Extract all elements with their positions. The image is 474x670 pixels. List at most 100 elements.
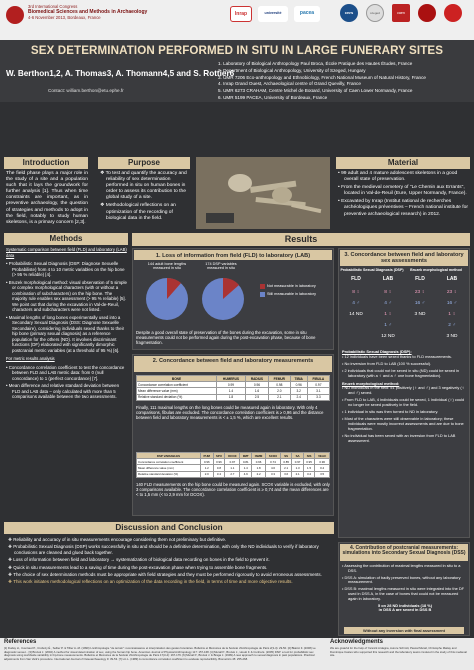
results-3-text: Probabilistic Sexual Diagnosis (DSP): • … [342, 349, 468, 446]
poster-title: SEX DETERMINATION PERFORMED IN SITU IN L… [30, 44, 444, 57]
sex-row: 12 ND 3 ND [381, 334, 458, 339]
legend-not: Not measurable in laboratory [260, 284, 330, 289]
skeleton-photo-icon [196, 157, 330, 229]
bruzek-method-head: Bruzek morphological method [410, 268, 462, 272]
methods-subheading: Systematic comparison between field (FLD… [6, 247, 127, 258]
affiliations: 1. Laboratory of Biological Anthropology… [218, 61, 426, 102]
methods-subheading2: For metric results analysis [6, 356, 55, 361]
long-bone-table: BONE HUMERUS RADIUS FEMUR TIBIA FIBULA Concor… [135, 374, 331, 401]
material-list: • 99 adult and 4 mature adolescent skele… [338, 171, 470, 220]
results-1-text: Despite a good overall state of preserva… [136, 330, 316, 346]
pie1-not [167, 277, 181, 299]
logo-bordeaux: université BORDEAUX [258, 6, 288, 22]
purpose-list: ❖ To test and quantify the accuracy and … [100, 171, 190, 224]
logo-szeged: szeged [366, 4, 384, 22]
dsp-variable-table: DSP VARIABLES PUM SPU DCOX IIMT ISMM SCOX SS SA S… [136, 451, 330, 478]
sex-row: 4 ♂ 4 ♂ 16 ♂ 16 ♂ [352, 301, 458, 306]
results-heading: Results [132, 233, 470, 246]
methods-content: Systematic comparison between field (FLD… [6, 247, 128, 402]
methods-item: • Bruzek morphological method: visual ob… [6, 279, 127, 313]
results-2-text1: Finally, 111 maximal lengths on the long… [136, 405, 324, 421]
results-2-text2: 140 FLD measurements on the hip bone cou… [136, 482, 330, 498]
authors: W. Berthon1,2, A. Thomas3, A. Thomann4,5… [6, 69, 235, 78]
sex-method-heads: Probabilistic Sexual Diagnosis (DSP) Bru… [340, 268, 468, 272]
seal-icon [444, 4, 462, 22]
dss-bottom-banner: Without any inversion with final assessm… [344, 627, 464, 634]
purpose-item: ❖ Methodological reflections on an optim… [100, 203, 176, 221]
table-row: Relative standard deviation (%) 2.0 3.4 2.7… [136, 470, 330, 478]
bruzek-result-title: Bruzek morphological method: [342, 380, 400, 386]
table-row: Relative standard deviation (%) 1.8 2.5 2.1… [135, 393, 331, 401]
logo-caen: caen [392, 4, 410, 22]
material-item: • 99 adult and 4 mature adolescent skele… [338, 171, 458, 183]
purpose-item: ❖ To test and quantify the accuracy and … [100, 171, 187, 201]
pie2-label: 174 DSP variables measured in situ [205, 262, 237, 271]
results-2-heading: 2. Concordance between field and laborat… [134, 356, 332, 372]
references-band [0, 638, 474, 670]
references-text: [1] Duday H., Courtaud P., Crubézy É., S… [4, 646, 316, 661]
fld-lab-row: FLD LAB FLD LAB [351, 276, 458, 282]
skeleton-excavation-photo [196, 157, 330, 229]
bruzek-result-item: • ND individuals in the field: 51 positi… [342, 385, 465, 396]
table-header-row: DSP VARIABLES PUM SPU DCOX IIMT ISMM SCOX SS SA S… [136, 451, 330, 460]
dsp-result-item: • 2 individuals that could not be sexed … [342, 367, 460, 378]
methods-item: • Concordance correlation coefficient to… [6, 364, 125, 381]
sex-counts: 8 ♀ 8 ♀ 23 ♀ 23 ♀ 4 ♂ 4 ♂ 16 ♂ 16 ♂ 14 ND 1 ♀ 3 … [340, 290, 468, 345]
dss-item: • DSS A: simulation of badly preserved b… [342, 574, 461, 585]
title-band [0, 40, 474, 102]
dsp-method-head: Probabilistic Sexual Diagnosis (DSP) [340, 268, 404, 272]
conference-line3: 4-6 November 2013, Bordeaux, France [28, 15, 101, 20]
legend-not-swatch [260, 284, 265, 289]
congress-logo-icon [6, 6, 24, 24]
dsp-result-item: • 12 individuals have been sexed thanks … [342, 353, 452, 359]
bruzek-result-item: • From FLD to LAB, 4 individuals could b… [342, 397, 465, 408]
affiliation: 4. Inrap Grand Ouest, Archaeological cen… [218, 81, 361, 87]
discussion-item: ❖ Loss of information between field and … [8, 557, 270, 563]
dsp-result-item: • No inversion from FLD to LAB (100 % su… [342, 360, 432, 366]
bruzek-result-item: • Most of the characters were still obse… [342, 415, 464, 431]
dsp-result-title: Probabilistic Sexual Diagnosis (DSP): [342, 349, 412, 354]
bruzek-result-item: • No individual has been sexed with an i… [342, 432, 456, 443]
references-heading: References [4, 639, 37, 645]
material-heading: Material [336, 157, 470, 169]
discussion-item: ❖ Quick in situ measurements lead to a s… [8, 564, 268, 570]
loss-pie-charts [146, 277, 244, 320]
logo-cnrs: cnrs [340, 4, 358, 22]
results-3-heading: 3. Concordance between field and laborat… [340, 250, 468, 266]
pie1-label: 144 adult bone lengths measured in situ [147, 262, 187, 271]
affiliation: 5. UMR 6273 CRAHAM, Centre Michel de Boü… [218, 88, 413, 94]
affiliation: 2. Department of Biological Anthropology… [218, 67, 366, 73]
dss-item: • DSS B: maximal lengths measured in sit… [342, 586, 465, 601]
dss-result-line2: in DSS A are sexed in DSS B [378, 607, 432, 613]
methods-heading: Methods [4, 233, 128, 245]
pie-legend: Not measurable in laboratory Still measu… [260, 284, 330, 297]
conference-line1: 3rd International Congress [28, 4, 78, 9]
results-4-list: • Assessing the contribution of maximal … [342, 563, 468, 613]
affiliation: 1. Laboratory of Biological Anthropology… [218, 61, 413, 66]
sex-row: 1 ♂ 2 ♂ [384, 323, 456, 328]
discussion-heading: Discussion and Conclusion [4, 522, 334, 534]
sex-row: 8 ♀ 8 ♀ 23 ♀ 23 ♀ [352, 290, 458, 295]
dss-item: • Assessing the contribution of maximal … [342, 563, 461, 573]
discussion-item: ❖ Probabilistic Sexual Diagnosis (DSP) w… [8, 544, 319, 555]
results-4-heading: 4. Contribution of postcranial measureme… [340, 544, 468, 561]
table-row: Mean difference value (mm) 1.2 0.8 1.1 1.4 1.… [136, 464, 330, 472]
logo-pacea: pacea [294, 6, 320, 22]
discussion-item: ❖ Reliability and accuracy of in situ me… [8, 537, 227, 542]
contact: Contact: william.berthon@etu.ephe.fr [48, 88, 124, 93]
sex-row: 14 ND 1 ♀ 3 ND 1 ♀ [349, 312, 456, 317]
introduction-heading: Introduction [4, 157, 88, 169]
legend-still: Still measurable in laboratory [260, 292, 330, 297]
logo-inrap: Inrap [230, 6, 252, 22]
results-section-3 [338, 248, 470, 538]
introduction-text: The field phase plays a major role in th… [6, 171, 88, 225]
sex-assessment-table: Probabilistic Sexual Diagnosis (DSP) Bru… [340, 268, 468, 282]
crest-icon [418, 4, 436, 22]
affiliation: 6. UMR 5199 PACEA, University of Bordeau… [218, 94, 328, 100]
conference-info: 3rd International Congress Biomedical Sc… [28, 4, 147, 20]
methods-item: • Probabilistic Sexual Diagnosis (DSP: D… [6, 261, 125, 277]
legend-still-swatch [260, 292, 265, 297]
acknowledgments-heading: Acknowledgments [330, 639, 384, 645]
acknowledgments-text: We are grateful for the help of Yannick … [330, 646, 467, 657]
purpose-heading: Purpose [98, 157, 190, 169]
